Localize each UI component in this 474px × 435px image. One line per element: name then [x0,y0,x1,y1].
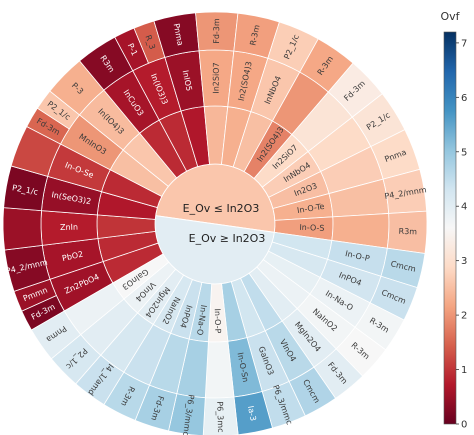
spacegroup-label: Fd-3m [212,18,221,44]
spacegroup-segment [2,207,43,251]
colorbar-tick-label: 7 [461,38,467,49]
sunburst-center: E_Ov ≤ In2O3 E_Ov ≥ In2O3 [183,202,266,245]
spacegroup-label: P6_3mc [215,401,225,432]
colorbar-tick-label: 1 [461,365,467,376]
colorbar-tick-label: 2 [461,311,467,322]
chemsys-label: In-O-S [299,223,324,233]
chemsys-label: In-O-P [213,308,223,333]
colorbar-title: Ovf [440,10,460,23]
formula-label: ZnIn [60,223,78,232]
colorbar-gradient [443,31,457,425]
chemsys-label: In-O-Te [296,202,325,215]
colorbar-tick-label: 0 [461,420,467,431]
colorbar-tick-label: 5 [461,147,467,158]
colorbar-tick-label: 3 [461,256,467,267]
colorbar-tick-label: 6 [461,93,467,104]
spacegroup-label: R-3m [248,24,261,47]
chemsys-label: In-Na-O [195,304,208,336]
spacegroup-segment [30,310,82,360]
colorbar: Ovf 0 1 2 3 4 5 6 7 [440,10,467,431]
spacegroup-label: Ia-3 [246,405,258,422]
formula-label: InIO5 [181,69,194,92]
spacegroup-label: Pnma [172,23,185,47]
center-label-bottom: E_Ov ≥ In2O3 [189,232,266,245]
colorbar-tick-label: 4 [461,202,467,213]
sunburst-rings [2,11,428,435]
formula-label: In2SiO7 [212,62,221,93]
center-label-top: E_Ov ≤ In2O3 [183,202,260,215]
spacegroup-label: R3m [398,227,417,237]
